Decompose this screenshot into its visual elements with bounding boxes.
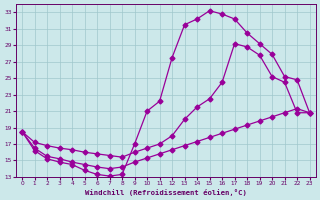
X-axis label: Windchill (Refroidissement éolien,°C): Windchill (Refroidissement éolien,°C) bbox=[85, 189, 247, 196]
